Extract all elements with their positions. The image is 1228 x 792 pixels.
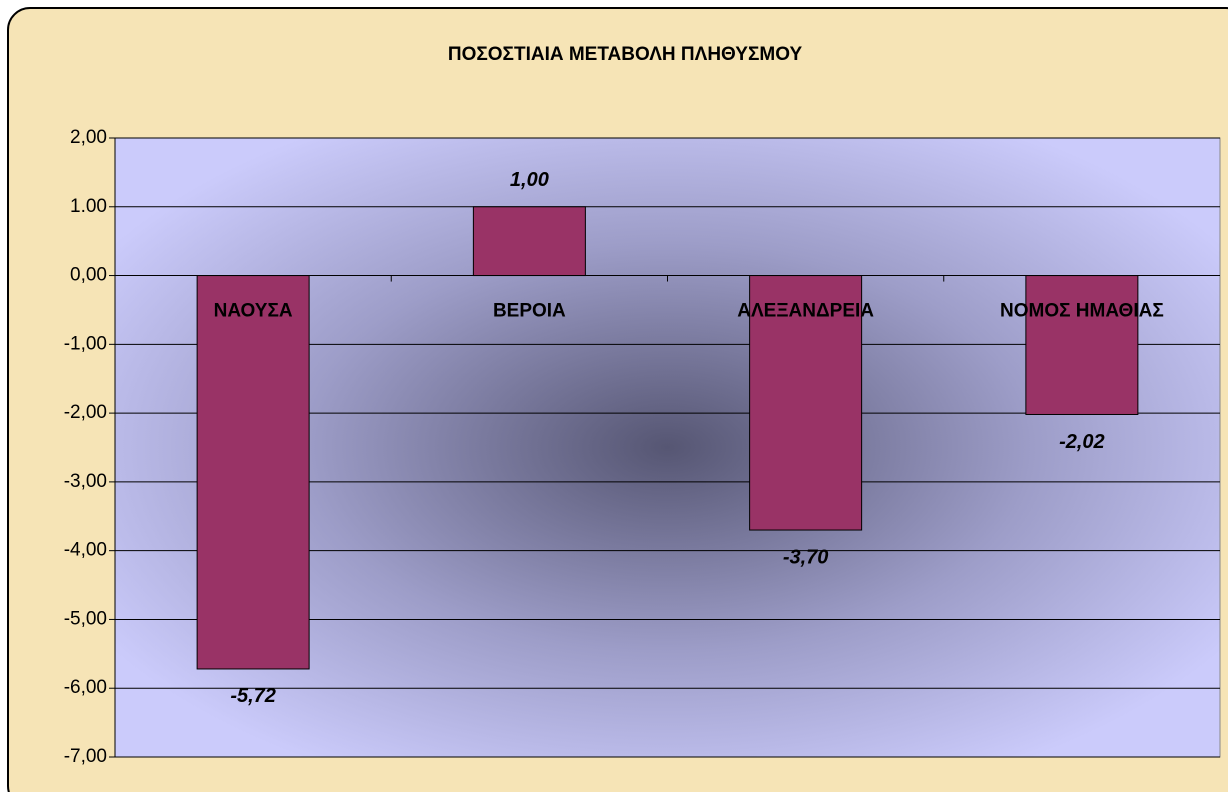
y-tick-label: -2,00 <box>64 402 107 423</box>
bar <box>749 275 863 531</box>
x-tick-label: ΝΟΜΟΣ ΗΜΑΘΙΑΣ <box>1000 301 1164 322</box>
y-tick-label: 1.00 <box>70 196 107 217</box>
y-tick-label: -5,00 <box>64 608 107 629</box>
data-label: -2,02 <box>1059 431 1105 453</box>
x-tick-label: ΑΛΕΞΑΝΔΡΕΙΑ <box>737 301 874 322</box>
y-tick-label: -7,00 <box>64 746 107 767</box>
chart-title: ΠΟΣΟΣΤΙΑΙΑ ΜΕΤΑΒΟΛΗ ΠΛΗΘΥΣΜΟΥ <box>448 44 803 65</box>
data-label: -5,72 <box>230 685 276 707</box>
data-label: 1,00 <box>510 169 549 191</box>
y-tick-label: 0,00 <box>70 265 107 286</box>
y-tick-label: -1,00 <box>64 333 107 354</box>
y-tick-label: 2,00 <box>70 127 107 148</box>
y-tick-label: -6,00 <box>64 677 107 698</box>
y-tick-label: -3,00 <box>64 471 107 492</box>
y-tick-label: -4,00 <box>64 540 107 561</box>
x-tick-label: ΒΕΡΟΙΑ <box>493 301 566 322</box>
bar <box>472 206 586 277</box>
bar <box>1025 275 1139 415</box>
data-label: -3,70 <box>783 546 829 568</box>
bar <box>196 275 310 670</box>
x-tick-label: ΝΑΟΥΣΑ <box>214 301 293 322</box>
